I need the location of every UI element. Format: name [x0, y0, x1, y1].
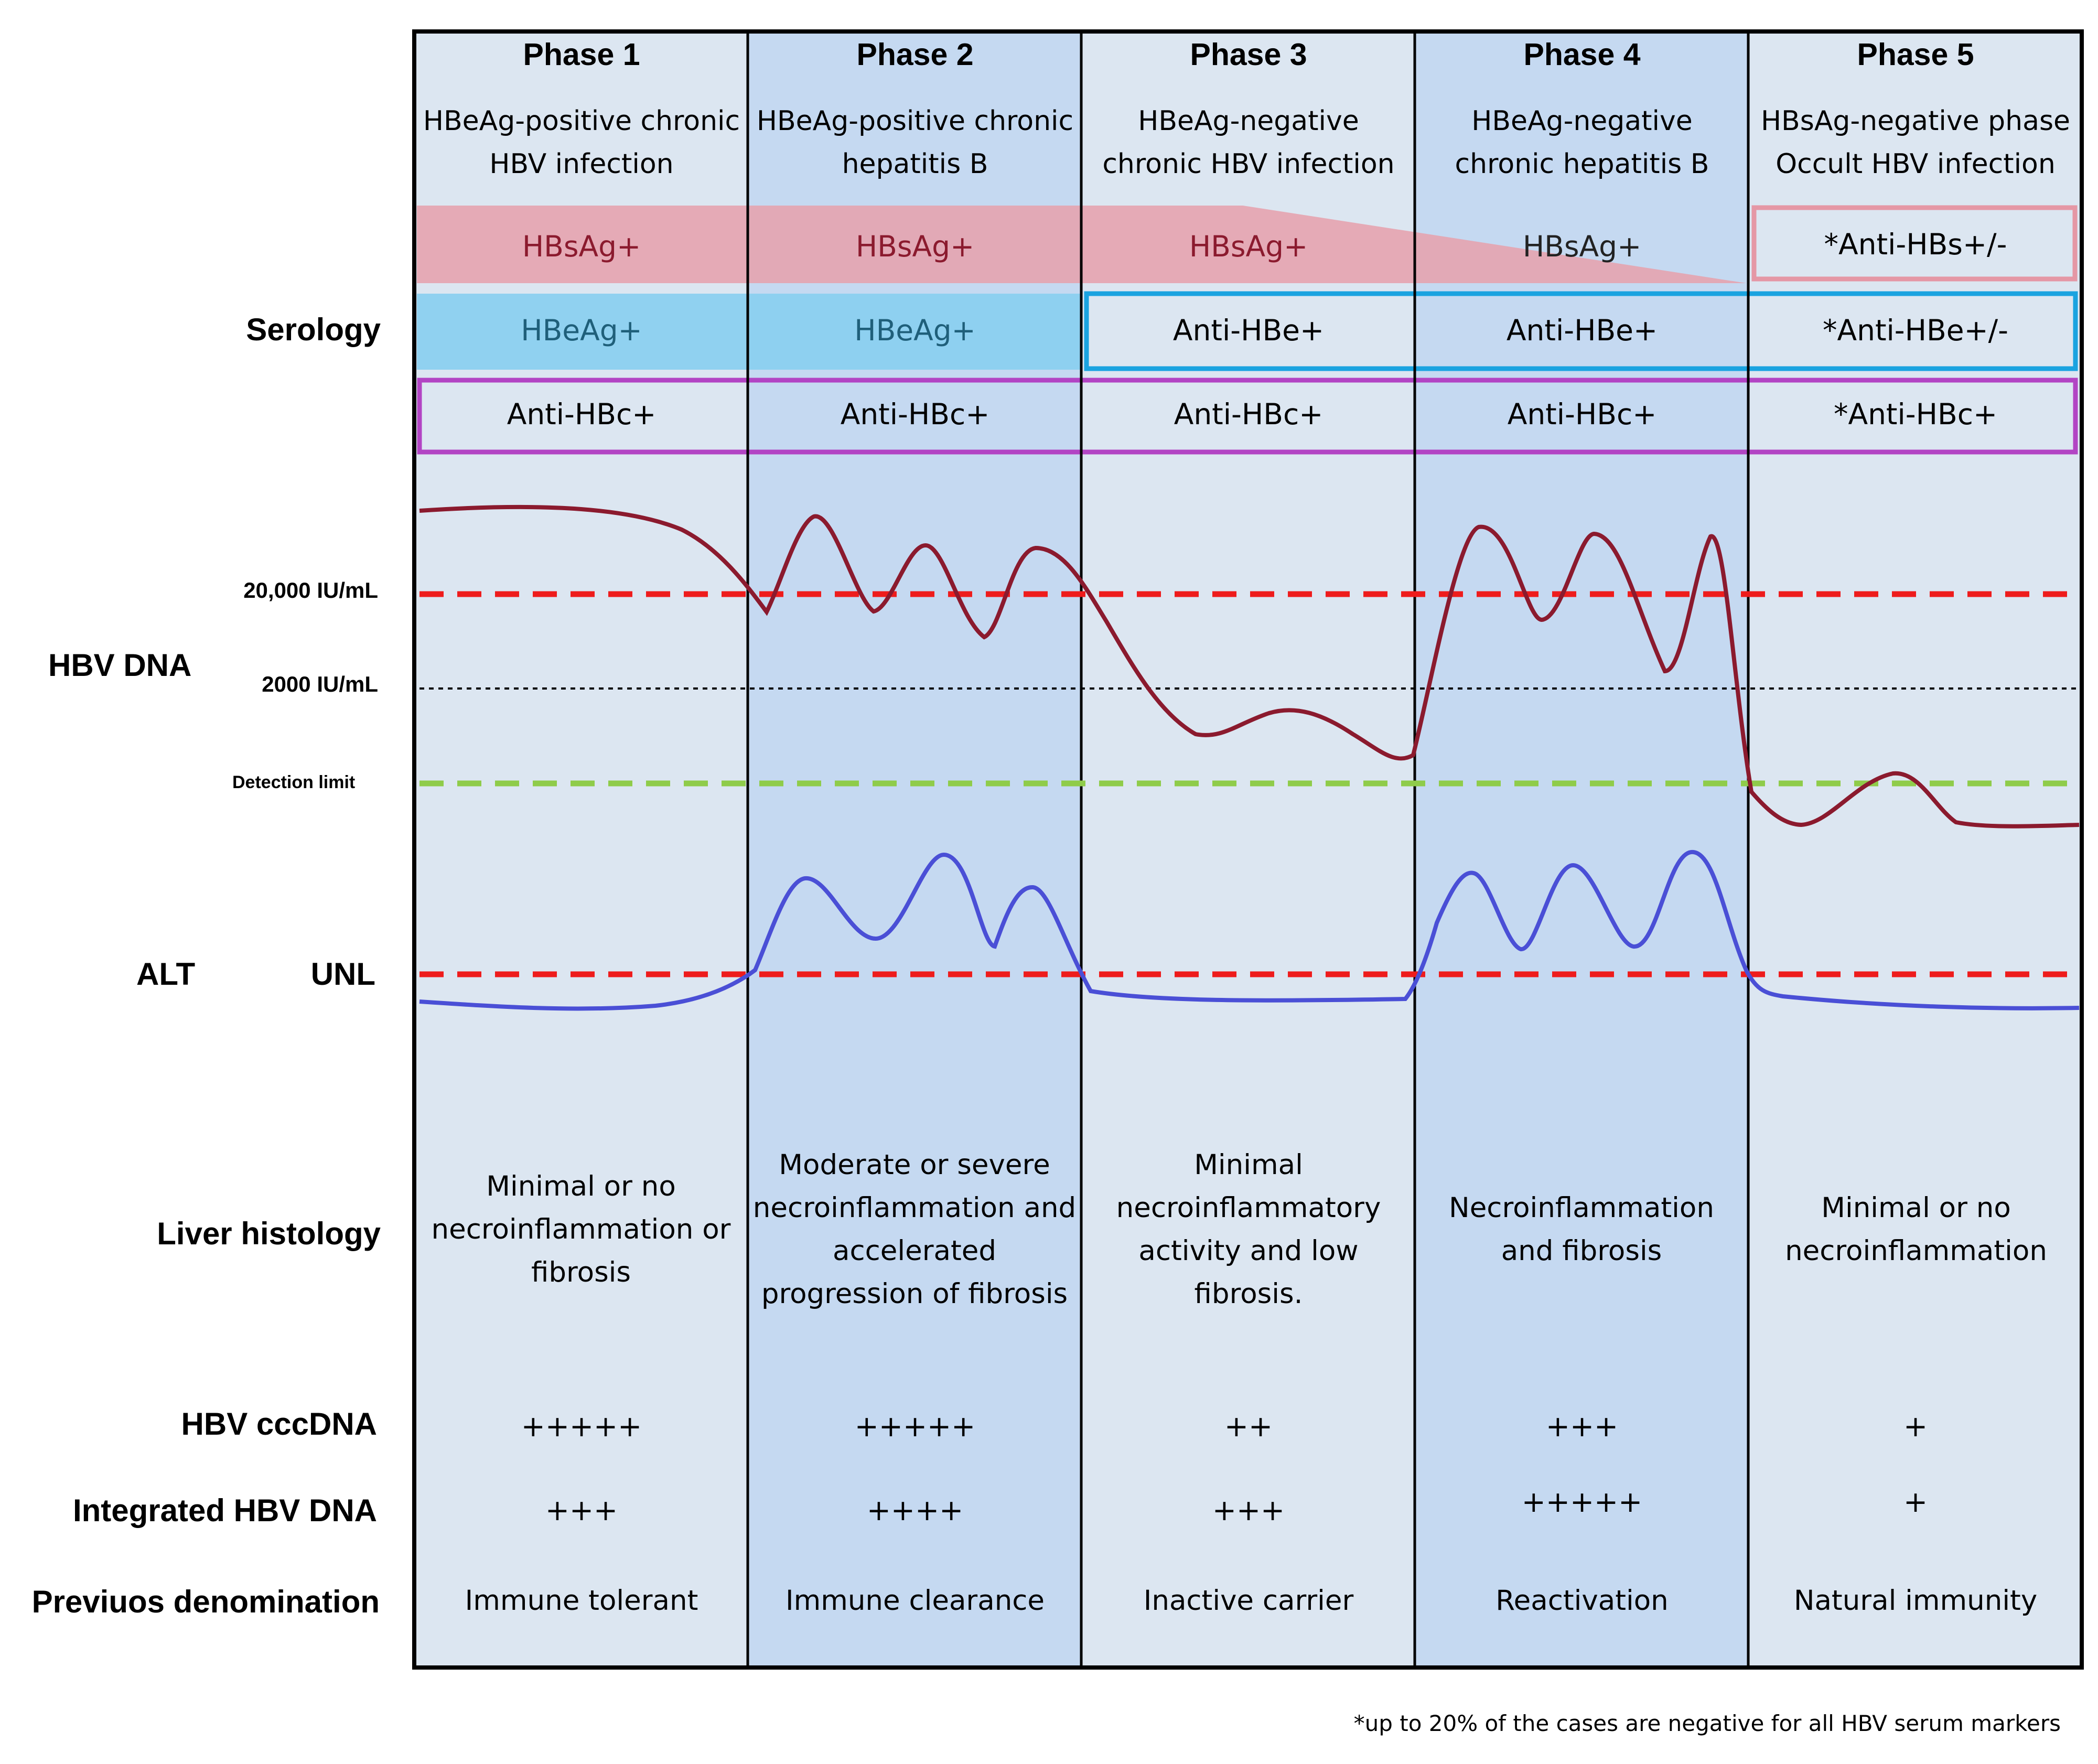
phase-4-histology: Necroinflammation and fibrosis [1449, 1192, 1714, 1267]
threshold-label-20000: 20,000 IU/mL [243, 578, 378, 603]
phase-4-subtitle-line1: HBeAg-negative [1471, 105, 1693, 137]
phase-5-previous-denomination: Natural immunity [1793, 1585, 2038, 1617]
phase-3-subtitle-line1: HBeAg-negative [1138, 105, 1359, 137]
phase-3-title: Phase 3 [1190, 37, 1307, 72]
phase-2-cccdna: +++++ [854, 1410, 976, 1443]
footnote: *up to 20% of the cases are negative for… [1353, 1711, 2061, 1736]
phase-5-histology: Minimal or no necroinflammation [1785, 1192, 2047, 1267]
phase-4-anti-hbc: Anti-HBc+ [1507, 397, 1657, 431]
phase-3-anti-hbe: Anti-HBe+ [1172, 314, 1325, 347]
anti-hbs-box [1751, 205, 2078, 282]
phase-3-integrated: +++ [1212, 1493, 1285, 1527]
phase-5-anti-hbs: *Anti-HBs+/- [1824, 228, 2007, 261]
phase-3-hbsag: HBsAg+ [1189, 230, 1308, 263]
phase-4-integrated: +++++ [1521, 1485, 1643, 1519]
phase-1-subtitle-line1: HBeAg-positive chronic [423, 105, 740, 137]
row-label-serology: Serology [246, 312, 381, 347]
phase-5-subtitle-line1: HBsAg-negative phase [1760, 105, 2071, 137]
row-label-hbv-dna: HBV DNA [48, 648, 192, 683]
phase-1-anti-hbc: Anti-HBc+ [507, 397, 657, 431]
row-label-previous-denomination: Previuos denomination [31, 1584, 380, 1619]
phase-3-column [1081, 31, 1415, 1668]
row-label-alt: ALT [136, 956, 196, 992]
phase-2-subtitle-line2: hepatitis B [842, 148, 988, 180]
phase-5-title: Phase 5 [1857, 37, 1974, 72]
phase-2-histology: Moderate or severe necroinflammation and… [752, 1149, 1077, 1310]
phase-1-title: Phase 1 [523, 37, 640, 72]
phase-2-anti-hbc: Anti-HBc+ [840, 397, 990, 431]
phase-2-hbeag: HBeAg+ [854, 314, 976, 347]
phase-2-title: Phase 2 [856, 37, 974, 72]
phase-1-hbsag: HBsAg+ [522, 230, 641, 263]
phase-2-previous-denomination: Immune clearance [785, 1585, 1045, 1617]
phase-3-subtitle-line2: chronic HBV infection [1102, 148, 1395, 180]
row-label-cccdna: HBV cccDNA [181, 1406, 377, 1442]
phase-1-histology: Minimal or no necroinflammation or fibro… [431, 1170, 731, 1288]
anti-hbe-box [1084, 291, 2078, 371]
phase-5-anti-hbc: *Anti-HBc+ [1833, 397, 1998, 431]
threshold-label-2000: 2000 IU/mL [262, 672, 378, 696]
phase-3-previous-denomination: Inactive carrier [1143, 1585, 1354, 1617]
row-label-liver-histology: Liver histology [157, 1216, 381, 1251]
phase-5-anti-hbe: *Anti-HBe+/- [1822, 314, 2009, 347]
phase-4-subtitle-line2: chronic hepatitis B [1455, 148, 1709, 180]
phase-2-subtitle-line1: HBeAg-positive chronic [756, 105, 1074, 137]
phase-1-previous-denomination: Immune tolerant [465, 1585, 698, 1617]
phase-5-integrated: + [1903, 1485, 1928, 1519]
phase-4-title: Phase 4 [1523, 37, 1641, 72]
phase-4-anti-hbe: Anti-HBe+ [1506, 314, 1658, 347]
phase-2-integrated: ++++ [866, 1493, 964, 1527]
phase-3-cccdna: ++ [1224, 1410, 1273, 1443]
phase-5-column [1748, 31, 2082, 1668]
phase-1-integrated: +++ [545, 1493, 618, 1527]
outer-frame [412, 29, 2084, 1670]
row-label-integrated: Integrated HBV DNA [72, 1493, 377, 1528]
phase-4-previous-denomination: Reactivation [1496, 1585, 1669, 1617]
phase-4-column [1415, 31, 1748, 1668]
threshold-label-detection: Detection limit [232, 772, 356, 792]
hbv-dna-curve [419, 504, 2080, 829]
anti-hbc-box [417, 378, 2078, 455]
phase-5-cccdna: + [1903, 1410, 1928, 1443]
phase-3-anti-hbc: Anti-HBc+ [1174, 397, 1324, 431]
phase-1-subtitle-line2: HBV infection [489, 148, 674, 180]
phase-2-hbsag: HBsAg+ [855, 230, 975, 263]
phase-4-cccdna: +++ [1545, 1410, 1619, 1443]
phase-5-subtitle-line2: Occult HBV infection [1776, 148, 2056, 180]
phase-1-cccdna: +++++ [521, 1410, 642, 1443]
alt-curve [419, 849, 2080, 1011]
phase-4-hbsag: HBsAg+ [1522, 230, 1642, 263]
row-label-unl: UNL [310, 956, 375, 992]
phase-3-histology: Minimal necroinflammatory activity and l… [1116, 1149, 1381, 1310]
phase-1-hbeag: HBeAg+ [521, 314, 642, 347]
